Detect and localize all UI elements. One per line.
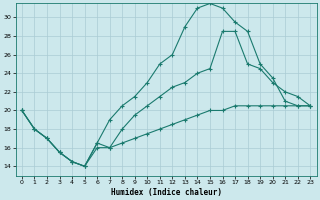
X-axis label: Humidex (Indice chaleur): Humidex (Indice chaleur) xyxy=(111,188,221,197)
